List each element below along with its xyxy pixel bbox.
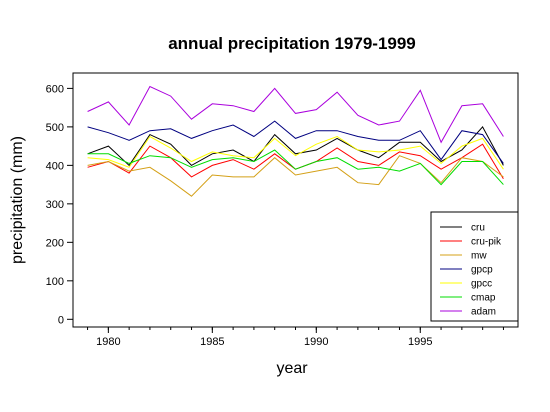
x-tick-label: 1995	[408, 336, 432, 348]
chart-title: annual precipitation 1979-1999	[168, 34, 416, 53]
legend-label-mw: mw	[471, 251, 487, 262]
legend-label-gpcc: gpcc	[471, 279, 492, 290]
legend-label-cru: cru	[471, 223, 485, 234]
y-axis: 0 100 200 300 400 500 600	[46, 83, 73, 326]
series-layer	[87, 85, 504, 197]
legend-label-cmap: cmap	[471, 293, 496, 304]
y-tick-label: 100	[46, 276, 64, 288]
x-tick-label: 1990	[304, 336, 328, 348]
series-line-cru	[87, 126, 504, 167]
y-tick-label: 200	[46, 237, 64, 249]
series-line-gpcp	[87, 120, 504, 164]
y-tick-label: 600	[46, 83, 64, 95]
x-axis-label: year	[276, 360, 308, 377]
x-axis: 1980 1985 1990 1995	[87, 327, 504, 348]
y-tick-label: 300	[46, 199, 64, 211]
series-line-adam	[87, 85, 504, 144]
y-tick-label: 400	[46, 160, 64, 172]
series-line-cmap	[87, 149, 504, 186]
legend-box	[430, 211, 519, 322]
legend-label-gpcp: gpcp	[471, 265, 493, 276]
legend-label-adam: adam	[471, 307, 496, 318]
legend-items: cru cru-pik mw gpcp gpcc cmap adam	[440, 223, 502, 318]
y-tick-label: 500	[46, 122, 64, 134]
legend: cru cru-pik mw gpcp gpcc cmap adam	[430, 211, 519, 322]
y-tick-label: 0	[58, 314, 64, 326]
legend-label-cru-pik: cru-pik	[471, 237, 502, 248]
series-line-mw	[87, 155, 504, 197]
y-axis-label: precipitation (mm)	[9, 136, 26, 264]
x-tick-label: 1980	[96, 336, 120, 348]
series-line-gpcc	[87, 135, 504, 170]
x-tick-label: 1985	[200, 336, 224, 348]
